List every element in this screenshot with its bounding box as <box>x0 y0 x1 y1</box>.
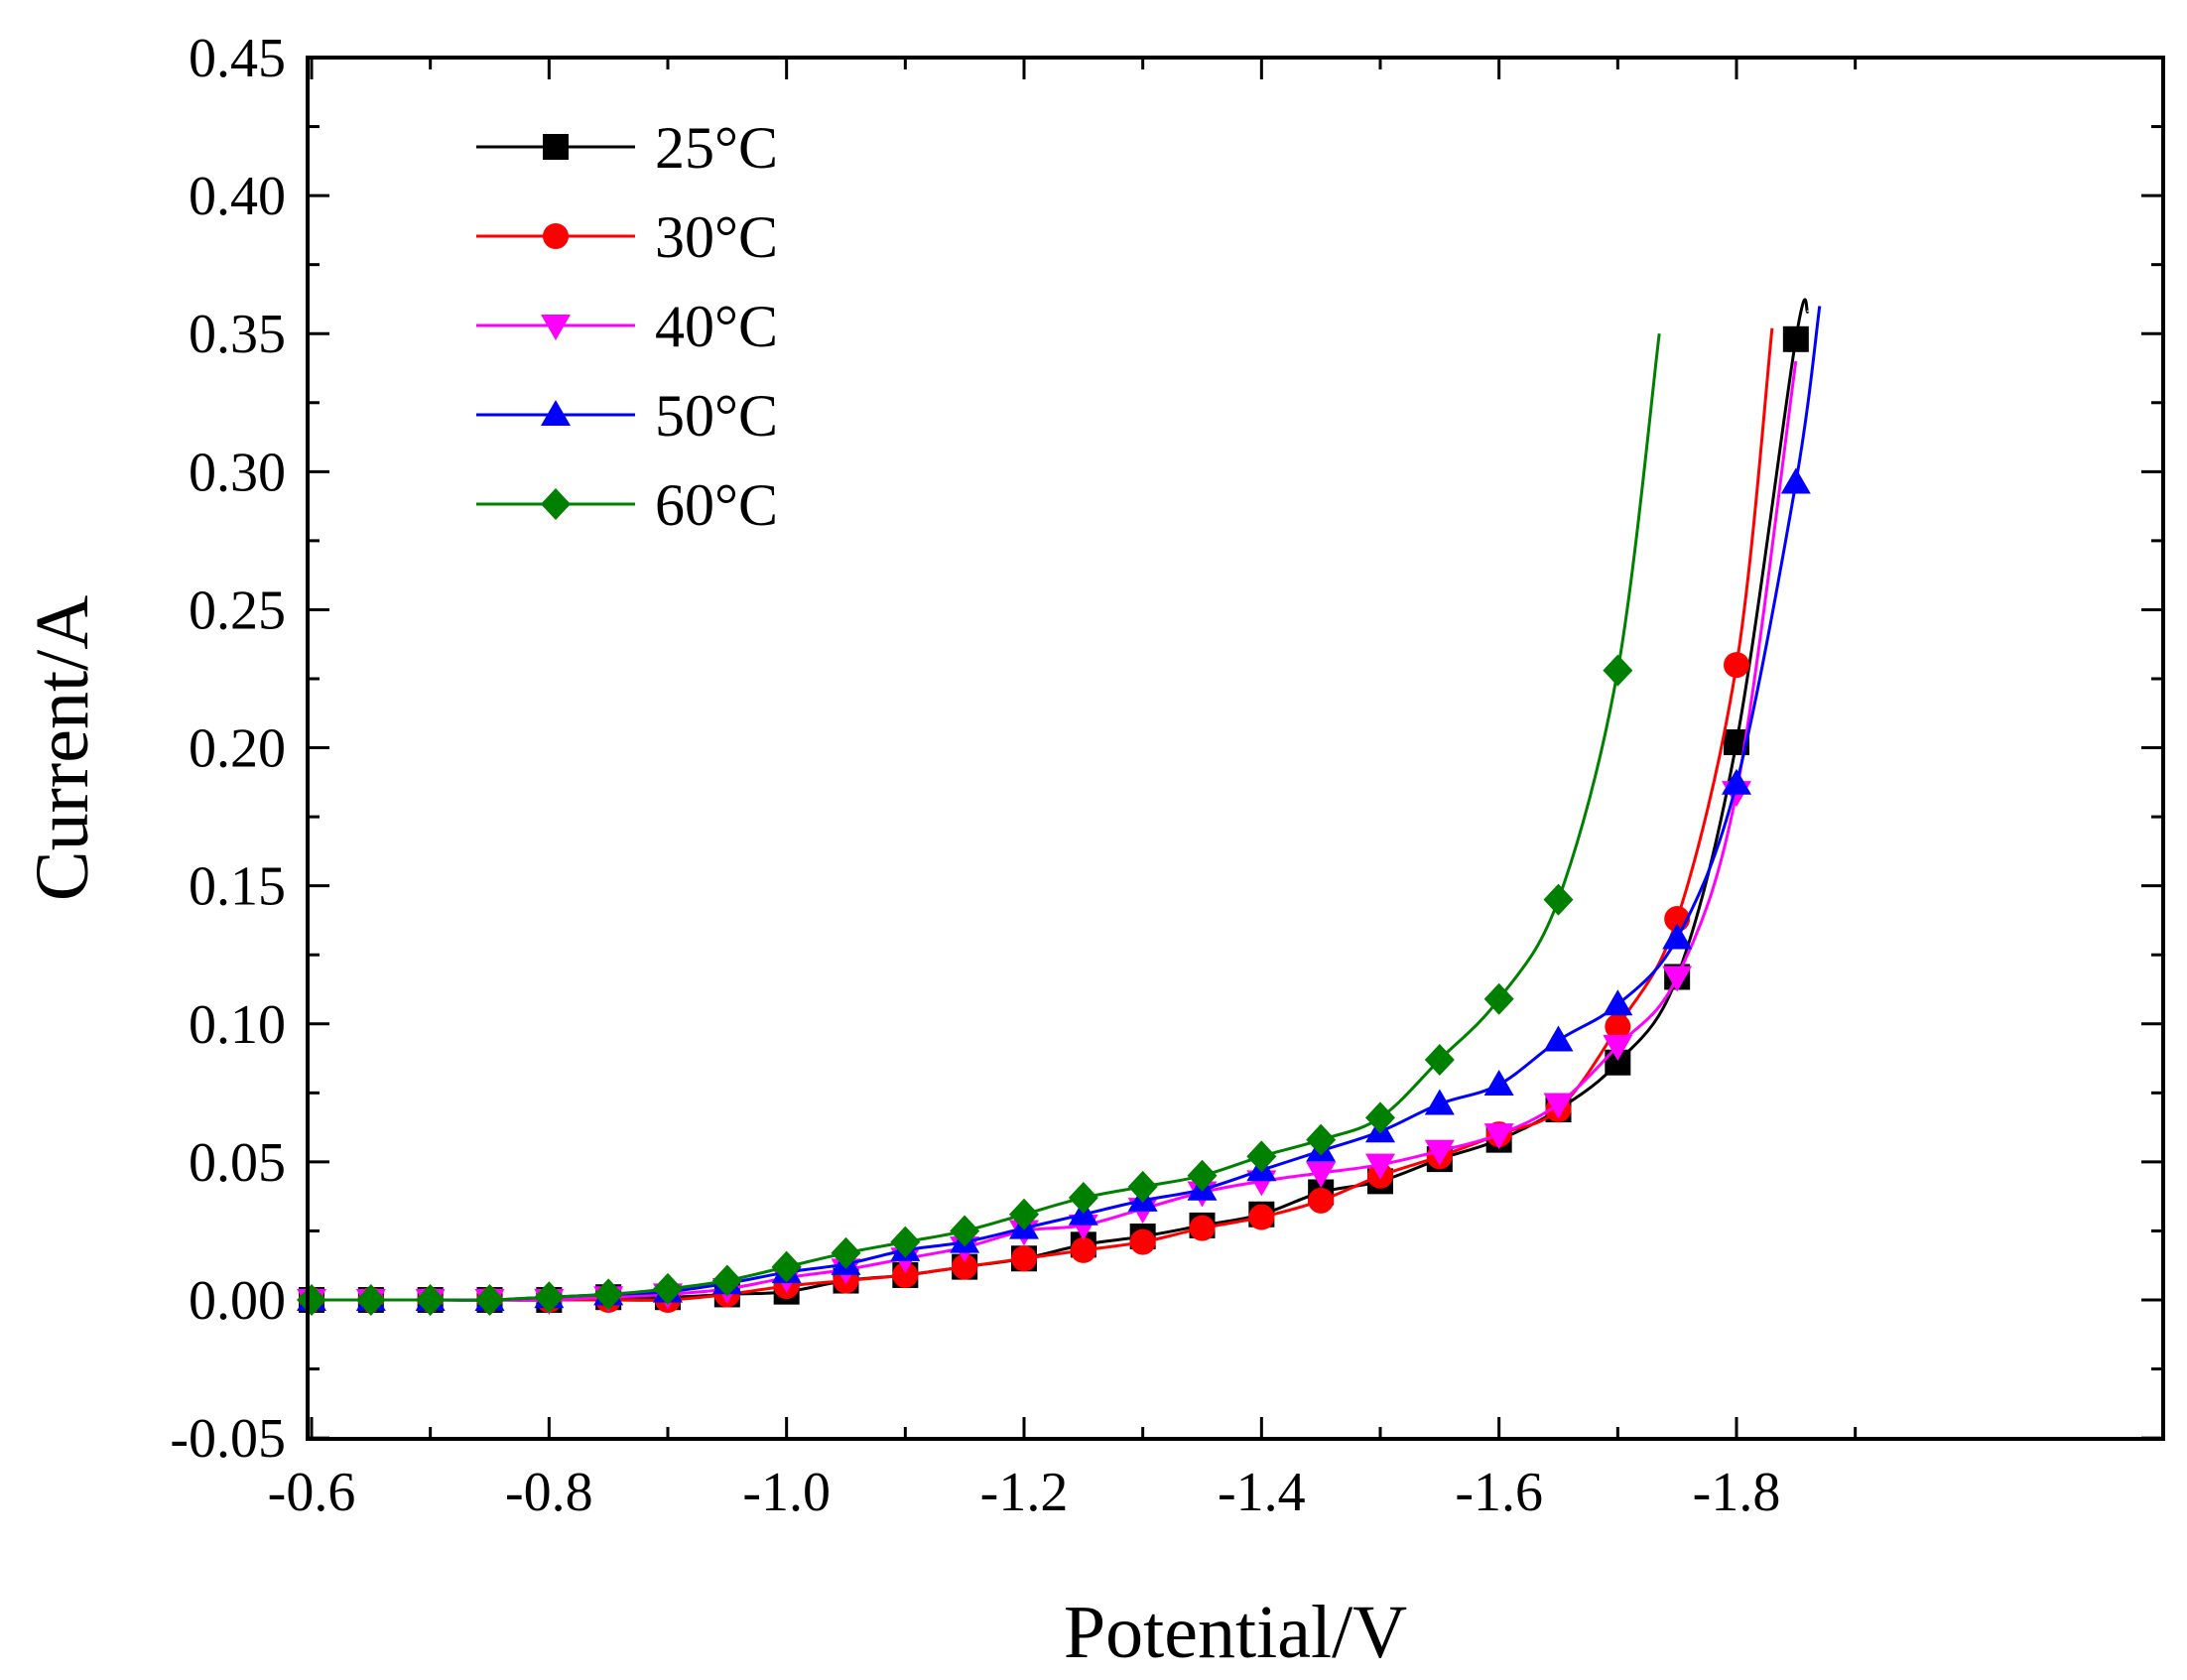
data-point <box>1068 1182 1098 1215</box>
data-point <box>474 1284 505 1316</box>
x-tick-label: -1.4 <box>1218 1462 1306 1523</box>
data-point <box>1187 1159 1218 1192</box>
legend-item: 40°C <box>476 294 778 359</box>
legend-item: 30°C <box>476 204 778 270</box>
data-point <box>1424 1089 1455 1115</box>
data-point <box>1365 1153 1395 1180</box>
data-point <box>1306 1162 1337 1189</box>
series-4 <box>297 333 1661 1316</box>
data-point <box>1603 654 1633 687</box>
data-point <box>297 1284 326 1316</box>
x-tick-label: -0.8 <box>505 1462 593 1523</box>
y-axis-title: Current/A <box>21 595 104 901</box>
y-tick-label: 0.05 <box>189 1132 286 1194</box>
data-point <box>1009 1198 1039 1230</box>
series-1 <box>299 327 1774 1313</box>
data-point <box>892 1261 919 1288</box>
data-point <box>1662 923 1693 950</box>
legend-marker <box>543 223 569 249</box>
data-point <box>1603 989 1633 1016</box>
y-tick-label: 0.35 <box>189 304 286 365</box>
data-point <box>1308 1187 1335 1214</box>
data-point <box>1543 883 1574 916</box>
x-axis-title: Potential/V <box>1064 1591 1407 1674</box>
data-point <box>355 1284 386 1316</box>
x-tick-label: -0.6 <box>268 1462 356 1523</box>
data-point <box>1724 652 1749 679</box>
y-tick-label: 0.00 <box>189 1270 286 1332</box>
legend-label: 30°C <box>655 204 778 270</box>
y-tick-label: 0.15 <box>189 856 286 918</box>
data-point <box>1483 982 1514 1015</box>
data-point <box>1189 1215 1216 1241</box>
legend-label: 50°C <box>655 383 778 449</box>
legend-item: 60°C <box>476 472 778 538</box>
y-tick-label: 0.20 <box>189 718 286 780</box>
data-point <box>1306 1123 1337 1156</box>
data-point <box>1483 1123 1514 1150</box>
data-point <box>534 1281 565 1314</box>
legend-item: 25°C <box>476 115 778 181</box>
data-point <box>1605 1013 1631 1040</box>
series-line <box>312 360 1798 1302</box>
y-tick-label: -0.05 <box>170 1408 286 1470</box>
data-point <box>1782 325 1809 352</box>
data-point <box>1543 1025 1574 1052</box>
data-point <box>1248 1204 1275 1230</box>
legend-marker <box>541 315 571 340</box>
y-tick-label: 0.25 <box>189 580 286 641</box>
data-point <box>1780 467 1811 494</box>
y-tick-label: 0.40 <box>189 166 286 227</box>
data-point <box>1722 768 1751 795</box>
x-tick-label: -1.2 <box>980 1462 1069 1523</box>
data-point <box>711 1264 742 1297</box>
y-tick-label: 0.45 <box>189 28 286 89</box>
legend-label: 25°C <box>655 115 778 181</box>
data-point <box>1365 1101 1395 1134</box>
data-point <box>415 1284 446 1316</box>
legend-marker <box>541 488 571 520</box>
y-tick-label: 0.30 <box>189 442 286 503</box>
data-point <box>1424 1139 1455 1166</box>
data-point <box>890 1226 921 1258</box>
data-point <box>771 1250 802 1283</box>
data-point <box>1246 1140 1277 1173</box>
data-point <box>1483 1069 1514 1096</box>
legend-marker <box>541 400 571 426</box>
data-point <box>831 1236 861 1269</box>
data-point <box>1662 966 1693 992</box>
x-tick-label: -1.8 <box>1693 1462 1781 1523</box>
legend-label: 60°C <box>655 472 778 538</box>
data-point <box>952 1253 978 1280</box>
data-point <box>1424 1043 1455 1076</box>
data-point <box>1011 1245 1037 1272</box>
legend-item: 50°C <box>476 383 778 449</box>
tick-labels: -0.6 -0.8 -1.0 -1.2 -1.4 -1.6 -1.8 -0.05 0.00 0.0… <box>170 28 1780 1523</box>
y-tick-label: 0.10 <box>189 994 286 1056</box>
data-point <box>950 1215 980 1247</box>
legend-marker <box>543 134 569 160</box>
data-point <box>1070 1236 1096 1263</box>
data-point <box>1603 1035 1633 1062</box>
data-point <box>653 1272 683 1305</box>
data-point <box>1127 1170 1158 1203</box>
x-tick-label: -1.0 <box>742 1462 831 1523</box>
data-point <box>1543 1093 1574 1119</box>
x-tick-label: -1.6 <box>1455 1462 1543 1523</box>
legend: 25°C 30°C 40°C 50°C 60°C <box>476 115 778 538</box>
data-point <box>593 1278 624 1311</box>
series-layer <box>297 298 1822 1316</box>
plot-frame <box>306 56 2165 1441</box>
data-point <box>1129 1228 1156 1255</box>
legend-label: 40°C <box>655 294 778 359</box>
